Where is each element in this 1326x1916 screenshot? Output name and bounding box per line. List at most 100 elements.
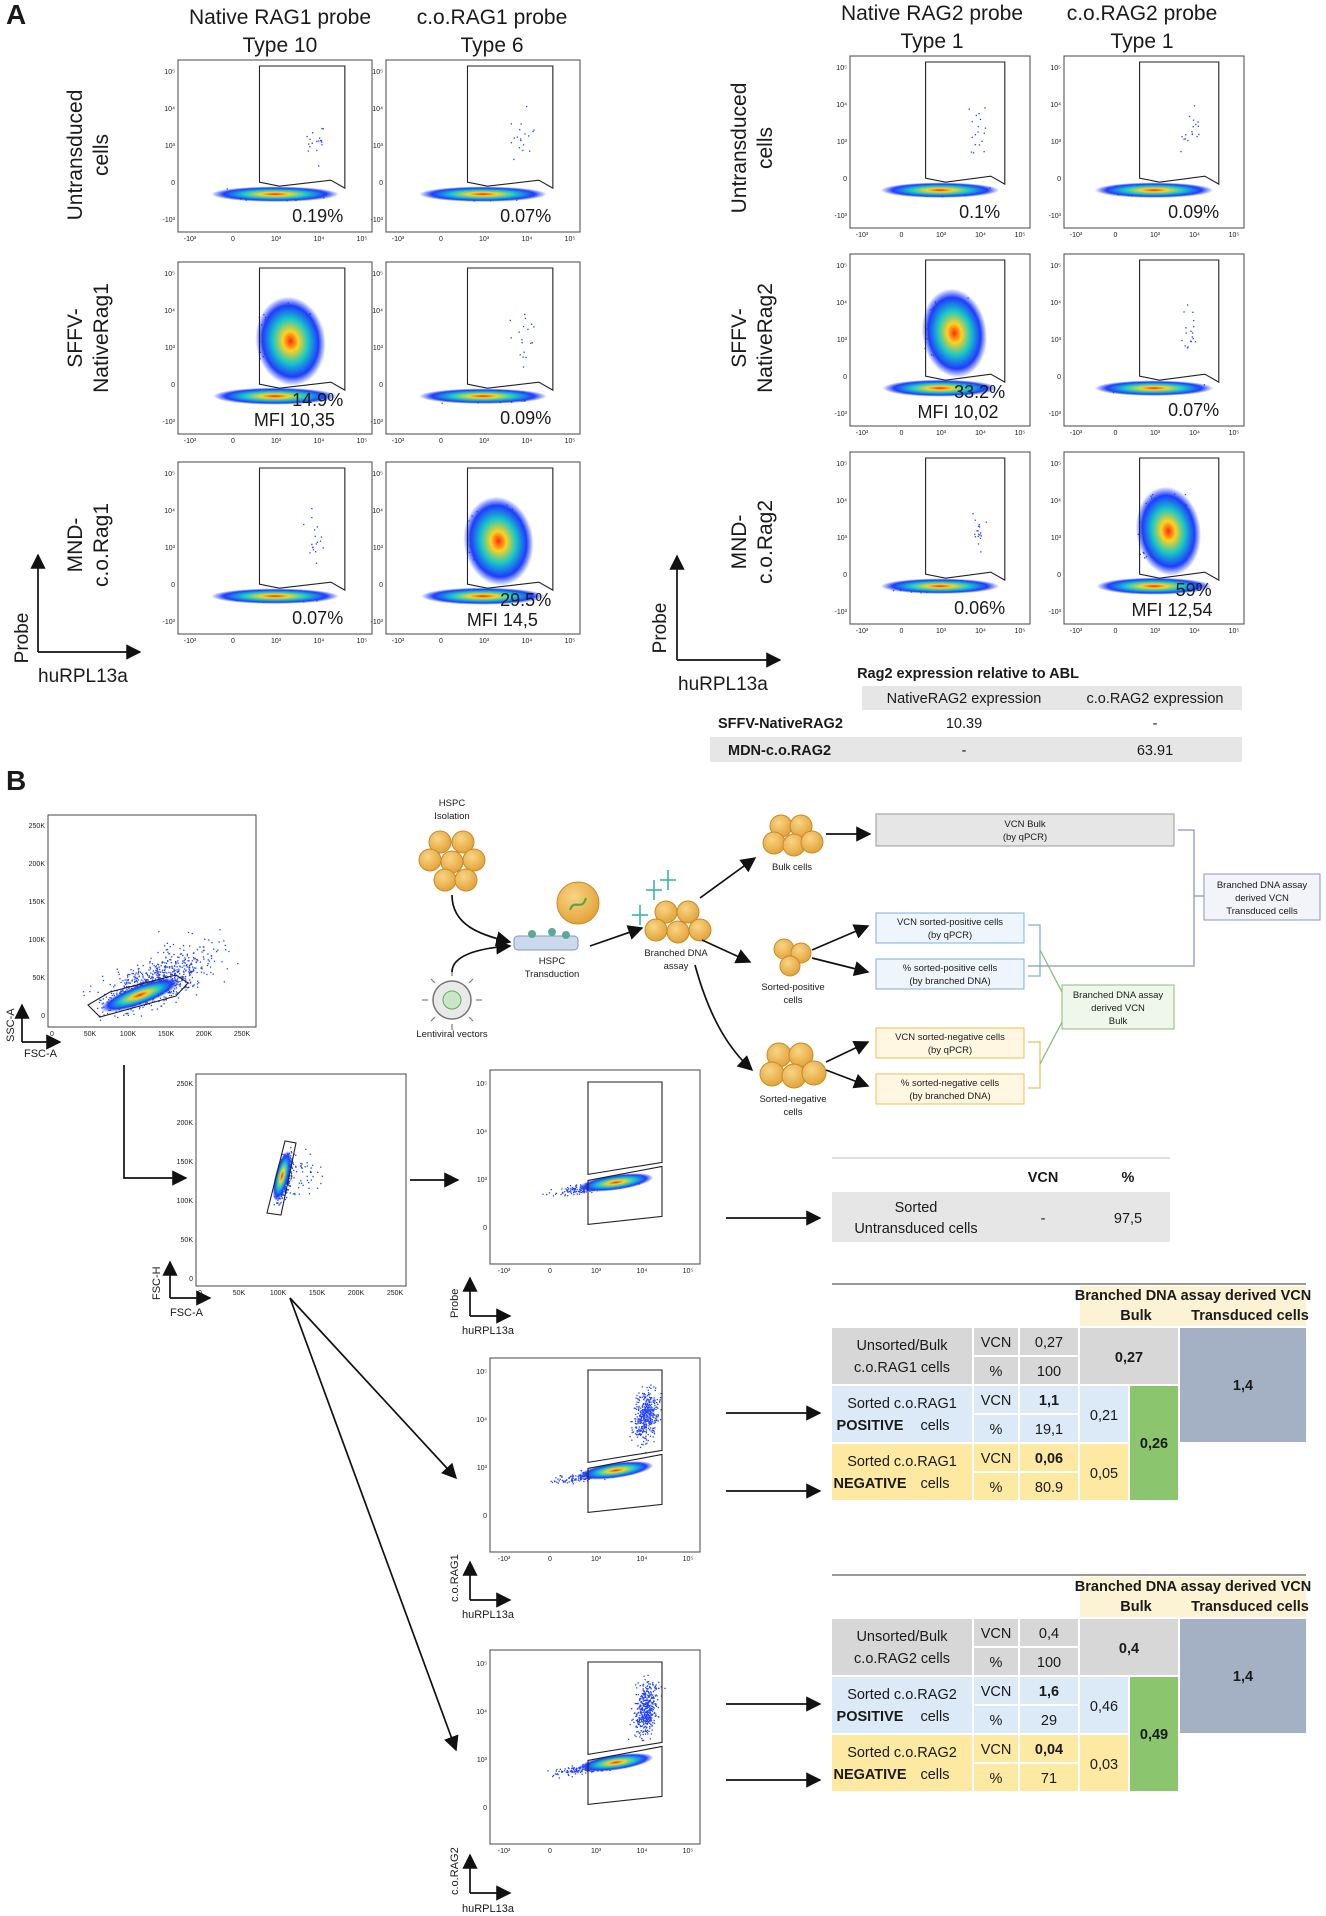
rag2-expression-table: Rag2 expression relative to ABL NativeRA… bbox=[710, 666, 1242, 762]
axis-label-probe-right: Probe bbox=[650, 603, 671, 654]
col-head-native-rag2: Native RAG2 probe bbox=[841, 2, 1023, 25]
svg-text:10⁵: 10⁵ bbox=[565, 638, 576, 645]
svg-text:10⁴: 10⁴ bbox=[522, 236, 533, 243]
svg-text:10³: 10³ bbox=[165, 345, 176, 352]
row-vcn-value: 0,06 bbox=[1035, 1451, 1063, 1467]
vcn-table-sub-transduced: Transduced cells bbox=[1191, 1308, 1309, 1324]
svg-text:10³: 10³ bbox=[837, 535, 848, 542]
transduced-vcn-value: 1,4 bbox=[1233, 1669, 1253, 1685]
axis-label-hurpl13a-right: huRPL13a bbox=[678, 674, 768, 695]
wf-pct-sorted-pos-1: % sorted-positive cells bbox=[903, 963, 998, 974]
wf-vcn-sorted-pos-2: (by qPCR) bbox=[928, 930, 972, 941]
axis-hurpl13a-b2: huRPL13a bbox=[462, 1609, 515, 1621]
svg-text:10³: 10³ bbox=[373, 143, 384, 150]
svg-text:-10³: -10³ bbox=[835, 609, 848, 616]
flow-plot-rag2-r2c2: 10⁵ 10⁴ 10³ 0 -10³ -10³ 0 10³ 10⁴ 10⁵ 0.07% bbox=[1049, 253, 1245, 437]
row-label-sorted-1-1: Sorted c.o.RAG2 bbox=[847, 1687, 957, 1703]
svg-text:10⁴: 10⁴ bbox=[1189, 430, 1200, 437]
svg-text:10⁵: 10⁵ bbox=[372, 69, 383, 76]
bulk-cells-icon bbox=[762, 814, 824, 857]
row-label-sorted-1-2: POSITIVE bbox=[837, 1418, 904, 1434]
svg-text:10⁴: 10⁴ bbox=[975, 430, 986, 437]
flow-plot-rag1-r1c1: 10⁵ 10⁴ 10³ 0 -10³ -10³ 0 10³ 10⁴ 10⁵ 0.19% bbox=[163, 59, 373, 243]
gate-percentage: 59% bbox=[1176, 580, 1212, 600]
svg-text:10³: 10³ bbox=[271, 236, 282, 243]
svg-text:10³: 10³ bbox=[479, 638, 490, 645]
rag2-table-row1-v2: - bbox=[1153, 716, 1158, 732]
untrans-head-pct: % bbox=[1122, 1170, 1135, 1186]
svg-text:10⁵: 10⁵ bbox=[836, 65, 847, 72]
svg-text:-10³: -10³ bbox=[1070, 232, 1083, 239]
svg-text:10⁴: 10⁴ bbox=[836, 102, 847, 109]
svg-text:10⁵: 10⁵ bbox=[164, 471, 175, 478]
svg-text:10³: 10³ bbox=[165, 143, 176, 150]
svg-text:10⁵: 10⁵ bbox=[836, 461, 847, 468]
row-label-sffv-native-rag1-2: NativeRag1 bbox=[90, 283, 113, 393]
rag1-vcn-table: Branched DNA assay derived VCN Bulk Transd… bbox=[832, 1283, 1311, 1500]
svg-text:10³: 10³ bbox=[936, 430, 947, 437]
axis-fsc-h: FSC-H bbox=[151, 1266, 163, 1300]
rag2-table-row1-v1: 10.39 bbox=[946, 716, 982, 732]
svg-text:10⁴: 10⁴ bbox=[164, 508, 175, 515]
untrans-vcn: - bbox=[1041, 1211, 1046, 1227]
svg-text:0: 0 bbox=[439, 638, 443, 645]
negative-vcn-value: 0,05 bbox=[1090, 1466, 1118, 1482]
svg-text:-10³: -10³ bbox=[184, 638, 197, 645]
row-label-unsorted-1: Unsorted/Bulk bbox=[856, 1338, 948, 1354]
axis-label-hurpl13a-left: huRPL13a bbox=[38, 666, 128, 687]
svg-text:-10³: -10³ bbox=[184, 236, 197, 243]
row-vcn-value: 0,4 bbox=[1039, 1626, 1059, 1642]
arrow-to-rag1-plot bbox=[289, 1297, 458, 1480]
wf-sorted-negative-2: cells bbox=[783, 1107, 802, 1118]
row-label-unsorted-2: c.o.RAG1 cells bbox=[854, 1360, 950, 1376]
gate-percentage: 0.1% bbox=[959, 202, 1000, 222]
svg-text:10⁴: 10⁴ bbox=[372, 508, 383, 515]
svg-text:0: 0 bbox=[439, 438, 443, 445]
svg-text:-10³: -10³ bbox=[163, 419, 176, 426]
bulk-vcn-value: 0,4 bbox=[1119, 1641, 1139, 1657]
svg-text:-10³: -10³ bbox=[392, 638, 405, 645]
svg-text:10⁴: 10⁴ bbox=[975, 232, 986, 239]
workflow-diagram: HSPC Isolation Lentiviral vectors bbox=[416, 798, 1321, 1118]
svg-text:10⁴: 10⁴ bbox=[164, 106, 175, 113]
mfi-value: MFI 12,54 bbox=[1131, 600, 1212, 620]
row-vcn-value: 1,1 bbox=[1039, 1393, 1059, 1409]
svg-text:10⁵: 10⁵ bbox=[565, 236, 576, 243]
sorted-positive-icon bbox=[773, 938, 812, 977]
gate-percentage: 0.09% bbox=[500, 408, 551, 428]
untrans-label-2: Untransduced cells bbox=[854, 1221, 977, 1237]
svg-text:10⁵: 10⁵ bbox=[565, 438, 576, 445]
vcn-table-sub-bulk: Bulk bbox=[1120, 1599, 1152, 1615]
svg-text:10³: 10³ bbox=[271, 638, 282, 645]
svg-text:10³: 10³ bbox=[165, 545, 176, 552]
row-vcn-label: VCN bbox=[981, 1393, 1012, 1409]
svg-text:10⁴: 10⁴ bbox=[836, 300, 847, 307]
row-label-mnd-co-rag2-1: MND- bbox=[728, 515, 751, 570]
flow-plot-rag2-r1c1: 10⁵ 10⁴ 10³ 0 -10³ -10³ 0 10³ 10⁴ 10⁵ 0.1% bbox=[835, 55, 1031, 239]
transduced-vcn-value: 1,4 bbox=[1233, 1378, 1253, 1394]
flow-plot-rag1-r1c2: 10⁵ 10⁴ 10³ 0 -10³ -10³ 0 10³ 10⁴ 10⁵ 0.07% bbox=[371, 59, 581, 243]
positive-vcn-value: 0,21 bbox=[1090, 1408, 1118, 1424]
svg-text:-10³: -10³ bbox=[856, 628, 869, 635]
svg-text:10⁵: 10⁵ bbox=[1015, 430, 1026, 437]
svg-text:10⁴: 10⁴ bbox=[314, 236, 325, 243]
axis-hurpl13a-b1: huRPL13a bbox=[462, 1325, 515, 1337]
wf-bulk-cells: Bulk cells bbox=[772, 862, 812, 873]
combined-vcn-value: 0,26 bbox=[1140, 1436, 1168, 1452]
svg-text:10⁵: 10⁵ bbox=[1229, 232, 1240, 239]
row-pct-label: % bbox=[990, 1422, 1003, 1438]
svg-text:10³: 10³ bbox=[837, 337, 848, 344]
wf-hspc-isolation-1: HSPC bbox=[439, 798, 466, 809]
row-vcn-label: VCN bbox=[981, 1742, 1012, 1758]
wf-lentiviral: Lentiviral vectors bbox=[416, 1029, 488, 1040]
gate-percentage: 0.07% bbox=[1168, 400, 1219, 420]
gate-percentage: 33.2% bbox=[954, 382, 1005, 402]
row-label-sorted-2-1: Sorted c.o.RAG2 bbox=[847, 1745, 957, 1761]
svg-text:-10³: -10³ bbox=[1049, 411, 1062, 418]
svg-text:10³: 10³ bbox=[479, 236, 490, 243]
wf-hspc-isolation-2: Isolation bbox=[434, 811, 469, 822]
rag2-table-row2-v1: - bbox=[962, 743, 967, 759]
